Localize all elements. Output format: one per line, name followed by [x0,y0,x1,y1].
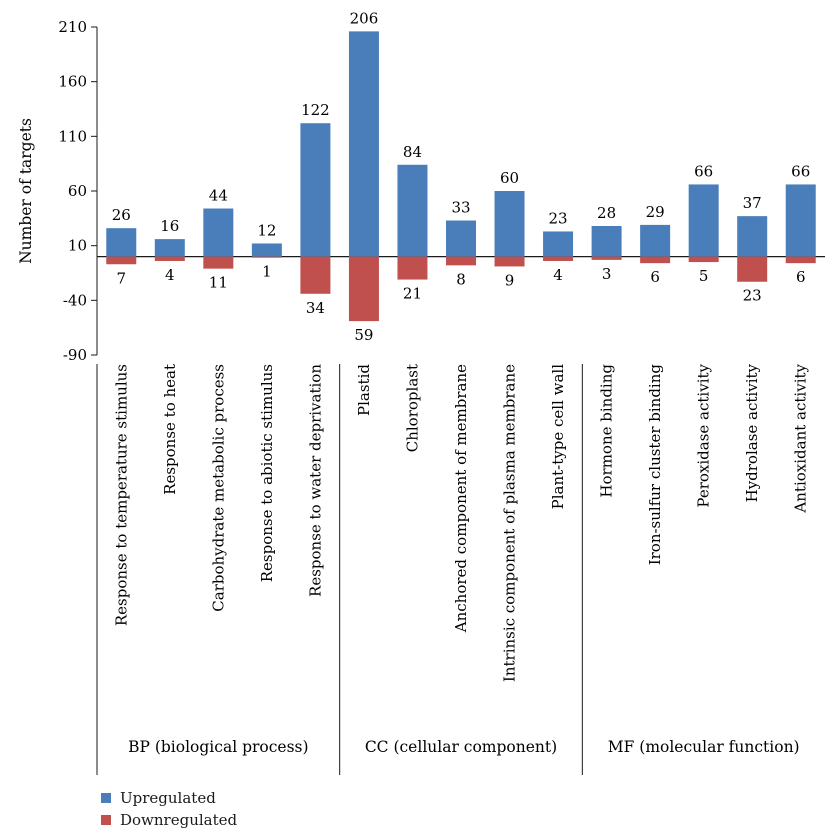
data-label-upregulated: 66 [791,162,810,180]
data-label-downregulated: 59 [354,326,373,344]
bar-downregulated [300,256,331,294]
data-label-upregulated: 122 [301,101,330,119]
data-label-downregulated: 1 [262,263,272,281]
bar-upregulated [397,164,428,257]
data-label-downregulated: 11 [209,274,228,292]
category-label: Response to abiotic stimulus [258,364,276,582]
category-label: Response to heat [161,364,179,495]
data-label-upregulated: 66 [694,162,713,180]
group-label: BP (biological process) [128,738,308,756]
y-tick-label: -90 [63,346,87,364]
bar-downregulated [591,256,622,260]
category-label: Peroxidase activity [695,363,713,507]
category-label: Chloroplast [403,364,421,452]
category-label: Hydrolase activity [743,363,761,502]
data-label-downregulated: 34 [306,299,325,317]
bar-upregulated [203,208,234,257]
y-tick-label: -40 [63,291,87,309]
bar-downregulated [737,256,768,282]
bar-downregulated [251,256,282,258]
bar-downregulated [640,256,671,264]
data-label-downregulated: 9 [505,271,515,289]
bar-upregulated [251,243,282,257]
bar-downregulated [348,256,379,322]
data-labels: 2671644411121122342065984213386092342832… [112,9,811,344]
legend-swatch-upregulated [101,793,111,803]
data-label-downregulated: 8 [456,270,466,288]
bar-upregulated [785,184,816,257]
bar-downregulated [203,256,234,269]
category-label: Plastid [355,364,373,416]
bar-upregulated [543,231,574,257]
data-label-upregulated: 206 [350,9,379,27]
bar-upregulated [737,216,768,257]
data-label-downregulated: 7 [116,269,126,287]
category-label: Carbohydrate metabolic process [209,364,227,612]
legend-item-upregulated: Upregulated [101,787,237,809]
bar-upregulated [591,225,622,257]
category-label: Iron-sulfur cluster binding [646,364,664,566]
category-labels: Response to temperature stimulus Response… [112,363,809,682]
group-label: CC (cellular component) [365,738,557,756]
data-label-downregulated: 6 [796,268,806,286]
y-tick-label: 210 [58,18,87,36]
category-label: Response to temperature stimulus [112,364,130,626]
data-label-upregulated: 37 [743,194,762,212]
legend-label-downregulated: Downregulated [120,811,238,829]
bar-upregulated [446,220,476,257]
y-tick-label: 160 [58,73,87,91]
bar-downregulated [543,256,574,261]
y-tick-label: 110 [58,127,87,145]
bar-downregulated [397,256,428,280]
category-label: Response to water deprivation [306,364,324,597]
y-tick-label: 10 [68,237,87,255]
legend-item-downregulated: Downregulated [101,809,237,831]
bars [106,31,816,322]
group-label: MF (molecular function) [608,738,800,756]
bar-upregulated [688,184,719,257]
bar-downregulated [154,256,185,261]
data-label-downregulated: 21 [403,285,422,303]
bar-upregulated [348,31,379,257]
bar-downregulated [106,256,137,265]
bar-upregulated [640,224,671,257]
bar-downregulated [688,256,719,263]
category-label: Intrinsic component of plasma membrane [501,364,519,682]
data-label-upregulated: 28 [597,204,616,222]
legend-label-upregulated: Upregulated [120,789,216,807]
data-label-upregulated: 26 [112,206,131,224]
data-label-downregulated: 3 [602,265,612,283]
bar-upregulated [300,123,331,257]
bar-upregulated [154,239,185,257]
legend-swatch-downregulated [101,815,111,825]
category-label: Plant-type cell wall [549,364,567,510]
data-label-upregulated: 29 [646,203,665,221]
y-tick-label: 60 [68,182,87,200]
bar-downregulated [494,256,525,267]
data-label-upregulated: 23 [549,209,568,227]
bar-downregulated [785,256,816,264]
data-label-upregulated: 44 [209,186,228,204]
data-label-upregulated: 60 [500,169,519,187]
group-labels: BP (biological process) CC (cellular comp… [96,364,800,775]
data-label-downregulated: 23 [743,287,762,305]
legend: Upregulated Downregulated [101,787,237,831]
data-label-downregulated: 5 [699,267,709,285]
y-axis-title: Number of targets [17,118,35,264]
data-label-upregulated: 16 [160,217,179,235]
data-label-downregulated: 6 [650,268,660,286]
data-label-upregulated: 12 [257,221,276,239]
category-label: Antioxidant activity [792,363,810,513]
bar-upregulated [106,228,137,257]
data-label-upregulated: 33 [451,199,470,217]
bar-downregulated [446,256,476,266]
data-label-downregulated: 4 [165,266,175,284]
data-label-upregulated: 84 [403,143,422,161]
bar-upregulated [494,191,525,257]
category-label: Hormone binding [598,364,616,498]
category-label: Anchored component of membrane [452,364,470,633]
data-label-downregulated: 4 [553,266,563,284]
